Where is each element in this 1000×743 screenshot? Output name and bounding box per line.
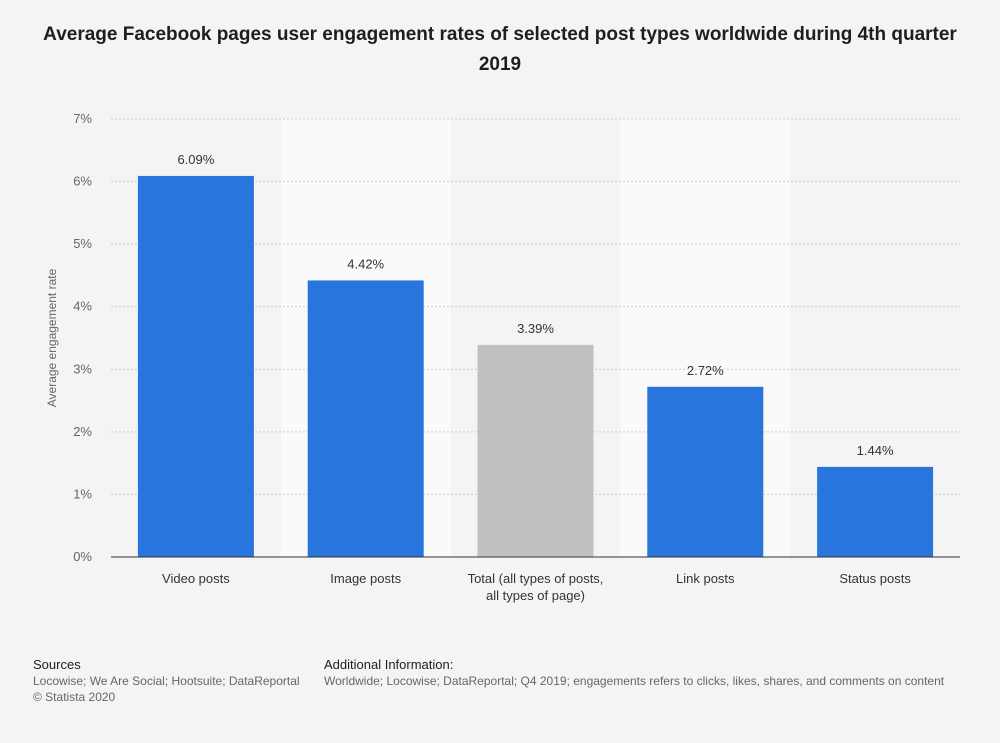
bar: [817, 466, 934, 557]
bar: [137, 175, 254, 557]
additional-info-block: Additional Information: Worldwide; Locow…: [324, 657, 944, 689]
y-tick-label: 2%: [73, 424, 92, 439]
bar-value-label: 1.44%: [857, 443, 894, 458]
x-category-label: Video posts: [162, 571, 230, 586]
bar-value-label: 3.39%: [517, 321, 554, 336]
copyright-text: © Statista 2020: [33, 690, 116, 704]
x-category-label: Link posts: [676, 571, 735, 586]
y-tick-label: 6%: [73, 174, 92, 189]
x-category-label: Status posts: [839, 571, 911, 586]
additional-info-heading: Additional Information:: [324, 657, 454, 672]
x-category-label: all types of page): [486, 588, 585, 603]
y-tick-label: 4%: [73, 299, 92, 314]
chart-title: Average Facebook pages user engagement r…: [43, 24, 957, 75]
bar-chart: 0% 1% 2% 3% 4% 5% 6% 7% Average engagement rate 6…: [45, 111, 960, 603]
bar-value-label: 6.09%: [177, 152, 214, 167]
sources-heading: Sources: [33, 657, 81, 672]
y-tick-label: 5%: [73, 236, 92, 251]
y-tick-label: 1%: [73, 486, 92, 501]
y-tick-label: 3%: [73, 361, 92, 376]
y-axis-label: Average engagement rate: [45, 268, 59, 407]
bar-value-label: 4.42%: [347, 256, 384, 271]
sources-text: Locowise; We Are Social; Hootsuite; Data…: [33, 674, 300, 688]
x-category-label: Total (all types of posts,: [468, 571, 604, 586]
sources-block: Sources Locowise; We Are Social; Hootsui…: [33, 657, 300, 705]
y-tick-label: 0%: [73, 549, 92, 564]
y-tick-label: 7%: [73, 111, 92, 126]
additional-info-text: Worldwide; Locowise; DataReportal; Q4 20…: [324, 674, 945, 688]
x-category-label: Image posts: [330, 571, 401, 586]
bar: [647, 386, 764, 557]
bar: [477, 344, 594, 557]
bar-value-label: 2.72%: [687, 363, 724, 378]
bar: [307, 280, 424, 557]
